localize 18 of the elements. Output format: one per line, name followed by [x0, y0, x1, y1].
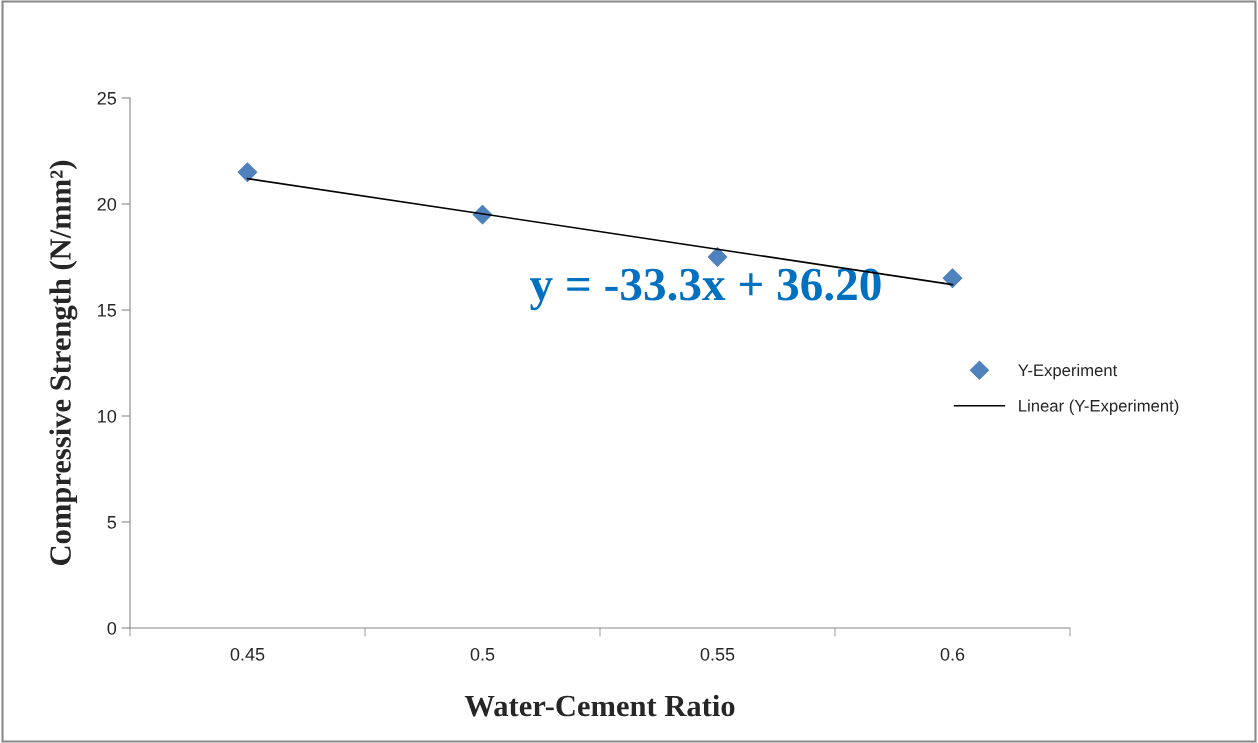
x-axis-title: Water-Cement Ratio [464, 694, 735, 717]
legend-label: Linear (Y-Experiment) [1019, 399, 1179, 416]
y-tick-label: 25 [97, 91, 117, 105]
y-tick-label: 10 [98, 409, 117, 423]
point [237, 162, 258, 183]
point [707, 247, 728, 267]
x-tick-label: 0.6 [940, 647, 965, 661]
y-tick-label: 15 [98, 304, 117, 317]
point [942, 268, 963, 289]
y-tick-label: 5 [107, 516, 117, 529]
legend-label: Y-Experiment [1018, 363, 1118, 380]
y-axis-title: Compressive Strength (N/mm²) [49, 160, 78, 565]
y-tick-label: 20 [97, 197, 117, 211]
y-tick-label: 0 [107, 621, 117, 635]
x-tick-label: 0.5 [470, 647, 495, 661]
x-tick-label: 0.45 [230, 647, 265, 661]
x-tick-label: 0.55 [700, 647, 735, 661]
annotation: y = -33.3x + 36.20 [529, 268, 881, 311]
